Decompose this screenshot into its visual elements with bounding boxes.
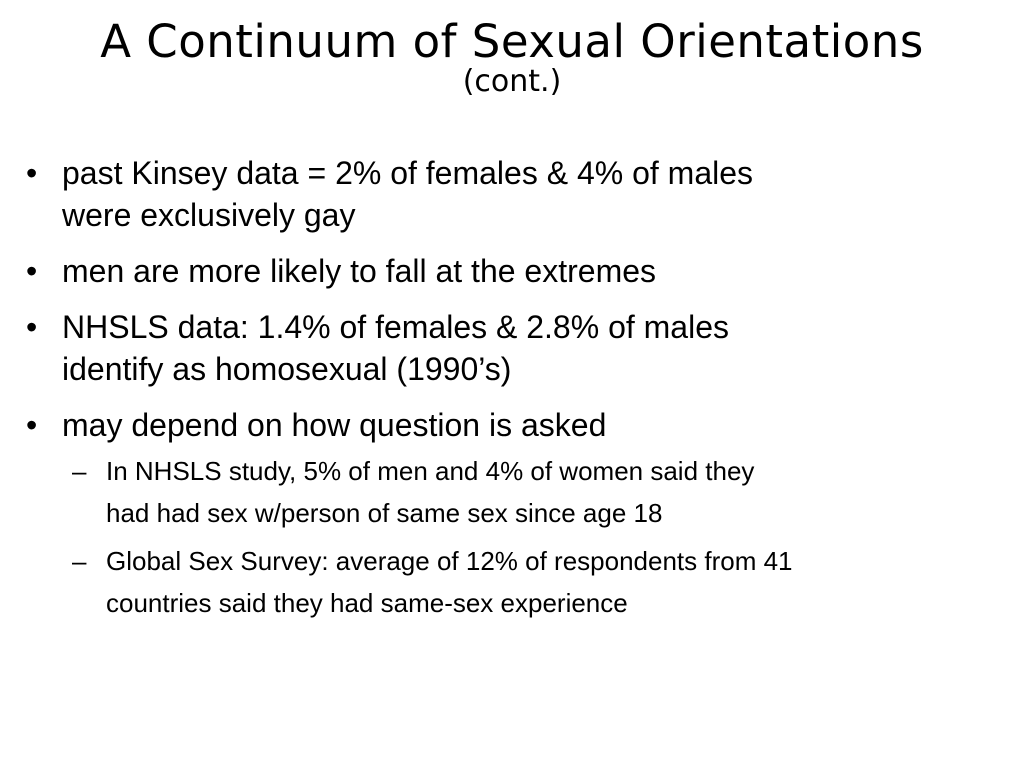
bullet-item: • men are more likely to fall at the ext… <box>24 250 1014 292</box>
bullet-marker: • <box>26 309 38 345</box>
bullet-line: may depend on how question is asked <box>62 407 607 443</box>
bullet-marker: • <box>26 253 38 289</box>
sub-bullet-line: had had sex w/person of same sex since a… <box>106 498 663 528</box>
bullet-list: • past Kinsey data = 2% of females & 4% … <box>24 152 1014 624</box>
title-block: A Continuum of Sexual Orientations (cont… <box>0 14 1024 100</box>
bullet-marker: • <box>26 407 38 443</box>
bullet-item: • past Kinsey data = 2% of females & 4% … <box>24 152 1014 236</box>
bullet-line: men are more likely to fall at the extre… <box>62 253 657 289</box>
bullet-line: identify as homosexual (1990’s) <box>62 351 512 387</box>
sub-bullet-marker: – <box>72 546 87 576</box>
bullet-line: NHSLS data: 1.4% of females & 2.8% of ma… <box>62 309 729 345</box>
sub-bullet-item: – Global Sex Survey: average of 12% of r… <box>62 540 1014 624</box>
sub-bullet-line: Global Sex Survey: average of 12% of res… <box>106 546 793 576</box>
bullet-item: • may depend on how question is asked – … <box>24 404 1014 624</box>
bullet-line: past Kinsey data = 2% of females & 4% of… <box>62 155 754 191</box>
bullet-marker: • <box>26 155 38 191</box>
bullet-line: were exclusively gay <box>62 197 356 233</box>
slide-title: A Continuum of Sexual Orientations <box>100 15 924 68</box>
slide-subtitle: (cont.) <box>462 64 562 99</box>
sub-bullet-line: countries said they had same-sex experie… <box>106 588 628 618</box>
sub-bullet-list: – In NHSLS study, 5% of men and 4% of wo… <box>62 450 1014 624</box>
sub-bullet-item: – In NHSLS study, 5% of men and 4% of wo… <box>62 450 1014 534</box>
sub-bullet-line: In NHSLS study, 5% of men and 4% of wome… <box>106 456 755 486</box>
bullet-item: • NHSLS data: 1.4% of females & 2.8% of … <box>24 306 1014 390</box>
slide-content: • past Kinsey data = 2% of females & 4% … <box>24 152 1014 638</box>
sub-bullet-marker: – <box>72 456 87 486</box>
